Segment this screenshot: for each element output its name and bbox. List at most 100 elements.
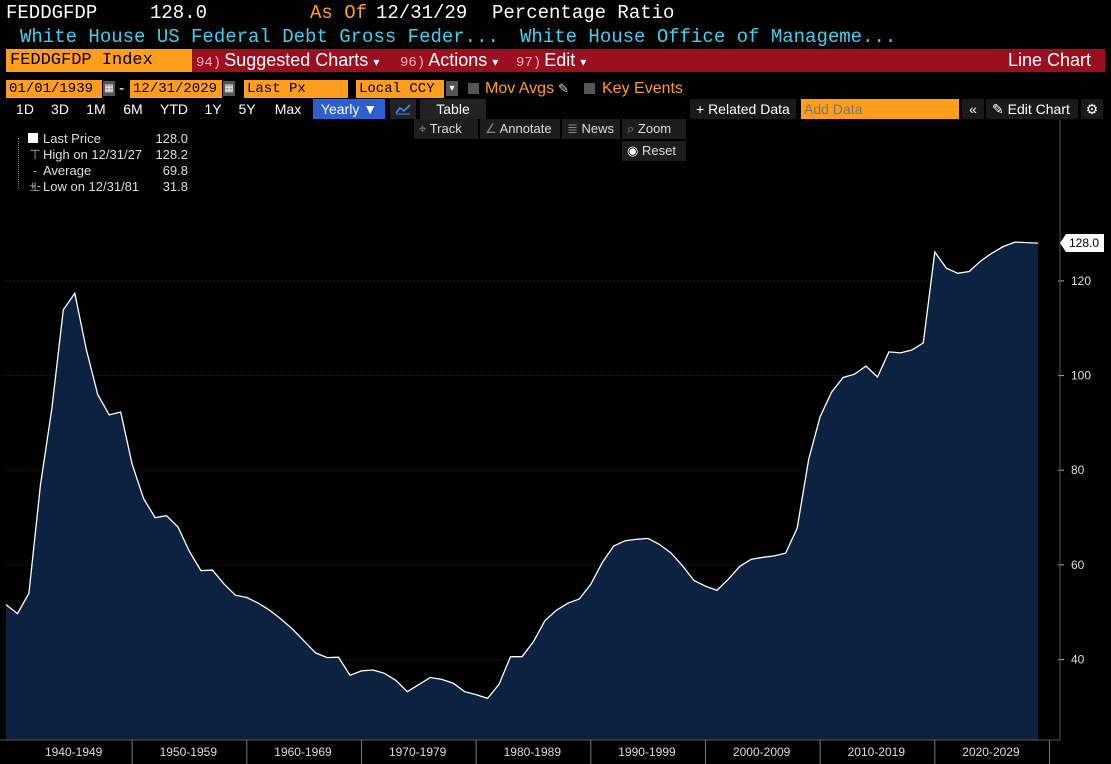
caret-down-icon: ▾ [492, 55, 499, 69]
series-area [6, 242, 1038, 740]
annotate-icon: ∠ [485, 121, 497, 136]
track-label: Track [429, 121, 462, 136]
range-1d[interactable]: 1D [16, 101, 34, 117]
dropdown-arrow-icon[interactable]: ▾ [446, 81, 458, 96]
menu-bar: FEDDGFDP Index 94) Suggested Charts ▾ 96)… [6, 49, 1105, 72]
legend-label: High on 12/31/27 [43, 147, 143, 162]
security-description: White House US Federal Debt Gross Feder.… [20, 26, 499, 48]
x-tick-label: 1990-1999 [618, 745, 676, 759]
legend-label: Low on 12/31/81 [43, 179, 140, 194]
series-line [5, 241, 1039, 700]
y-tick-label: 40 [1071, 653, 1085, 667]
caret-down-icon: ▾ [373, 55, 380, 69]
edit-chart-button[interactable]: ✎ Edit Chart [986, 99, 1078, 119]
toolbar-row: 1D 3D 1M 6M YTD 1Y 5Y Max Yearly ▼ Table… [6, 99, 1105, 119]
annotate-label: Annotate [499, 121, 552, 136]
annotate-button[interactable]: ∠ Annotate [480, 119, 560, 139]
controls-row: 01/01/1939 ▦ - 12/31/2029 ▦ Last Px Loca… [6, 80, 1105, 99]
legend-value: 31.8 [162, 179, 188, 194]
range-3d[interactable]: 3D [51, 101, 69, 117]
menu-label: Edit [544, 50, 576, 70]
zoom-button[interactable]: ⌕ Zoom [622, 119, 686, 139]
caret-down-icon: ▾ [580, 55, 587, 69]
date-separator: - [119, 80, 125, 97]
pencil-icon[interactable]: ✎ [558, 81, 569, 96]
legend-row-high: ⊤ High on 12/31/27 128.2 [12, 147, 194, 163]
white-square-icon [28, 133, 38, 143]
range-1m[interactable]: 1M [86, 101, 106, 117]
menu-number: 96) [400, 55, 426, 71]
high-marker-icon: ⊤ [29, 147, 41, 162]
range-ytd[interactable]: YTD [160, 101, 188, 117]
y-tick-label: 120 [1071, 274, 1091, 288]
line-chart-icon[interactable] [390, 99, 416, 119]
edit-menu[interactable]: 97) Edit ▾ [516, 50, 586, 71]
gear-icon[interactable]: ⚙ [1081, 99, 1103, 119]
table-button[interactable]: Table [420, 99, 486, 119]
collapse-icon[interactable]: « [962, 99, 984, 119]
x-tick-label: 1960-1969 [274, 745, 332, 759]
legend-row-last[interactable]: Last Price 128.0 [12, 131, 194, 147]
calendar-icon[interactable]: ▦ [223, 81, 235, 96]
magnifier-icon: ⌕ [627, 121, 635, 136]
reset-button[interactable]: ◉ Reset [622, 141, 686, 161]
start-date-field[interactable]: 01/01/1939 [6, 80, 102, 98]
x-tick-label: 2020-2029 [962, 745, 1020, 759]
current-price: 128.0 [150, 2, 208, 24]
range-1y[interactable]: 1Y [204, 101, 222, 117]
track-button[interactable]: ⌖ Track [414, 119, 478, 139]
last-value-text: 128.0 [1069, 236, 1099, 250]
actions-menu[interactable]: 96) Actions ▾ [400, 50, 498, 71]
range-max[interactable]: Max [274, 101, 302, 117]
low-marker-icon: ⊥ [29, 179, 41, 194]
reset-icon: ◉ [627, 143, 639, 158]
legend-row-average: -+- Average 69.8 [12, 163, 194, 193]
periodicity-dropdown[interactable]: Yearly ▼ [313, 99, 385, 119]
legend-label: Average [43, 163, 92, 178]
x-tick-label: 1950-1959 [160, 745, 218, 759]
legend-value: 69.8 [162, 163, 188, 178]
as-of-date[interactable]: 12/31/29 [376, 2, 468, 24]
x-axis: 1940-1949 1950-1959 1960-1969 1970-1979 1980… [0, 739, 1060, 764]
y-tick-label: 60 [1071, 558, 1085, 572]
source-description: White House Office of Manageme... [520, 26, 897, 48]
x-tick-label: 2000-2009 [733, 745, 791, 759]
y-tick-label: 100 [1071, 369, 1091, 383]
legend-value: 128.2 [155, 147, 188, 162]
menu-number: 94) [196, 55, 222, 71]
field-selector[interactable]: Last Px [244, 80, 348, 98]
calendar-icon[interactable]: ▦ [103, 81, 115, 96]
key-events-checkbox[interactable] [584, 83, 595, 94]
legend-value: 128.0 [155, 131, 188, 146]
chart-type-label: Line Chart [1007, 50, 1091, 70]
range-6m[interactable]: 6M [123, 101, 143, 117]
as-of-label: As Of [310, 2, 368, 24]
news-icon: ≣ [567, 121, 578, 136]
x-tick-label: 1940-1949 [45, 745, 103, 759]
end-date-field[interactable]: 12/31/2029 [130, 80, 222, 98]
reset-label: Reset [641, 143, 676, 158]
average-marker-icon: -+- [29, 163, 41, 193]
news-button[interactable]: ≣ News [562, 119, 620, 139]
legend-bracket [18, 138, 20, 188]
y-axis: 40 60 80 100 120 [1058, 120, 1091, 740]
suggested-charts-menu[interactable]: 94) Suggested Charts ▾ [196, 50, 379, 71]
range-5y[interactable]: 5Y [238, 101, 256, 117]
last-value-tag: 128.0 [1060, 234, 1104, 253]
x-tick-label: 1970-1979 [389, 745, 447, 759]
related-data-button[interactable]: + Related Data [690, 99, 796, 119]
add-data-input[interactable] [801, 99, 959, 119]
menu-label: Suggested Charts [224, 50, 369, 70]
key-events-label[interactable]: Key Events [602, 80, 683, 97]
header-row-2: White House US Federal Debt Gross Feder.… [0, 24, 1111, 48]
legend-row-low: ⊥ Low on 12/31/81 31.8 [12, 179, 194, 195]
mov-avgs-label[interactable]: Mov Avgs [485, 80, 555, 97]
ticker-symbol: FEDDGFDP [6, 2, 98, 24]
legend-label: Last Price [43, 131, 101, 146]
currency-selector[interactable]: Local CCY [356, 80, 444, 98]
security-field[interactable]: FEDDGFDP Index [6, 49, 192, 72]
chart-legend: Last Price 128.0 ⊤ High on 12/31/27 128.… [12, 128, 194, 196]
menu-label: Actions [428, 50, 488, 70]
mov-avgs-checkbox[interactable] [468, 83, 479, 94]
